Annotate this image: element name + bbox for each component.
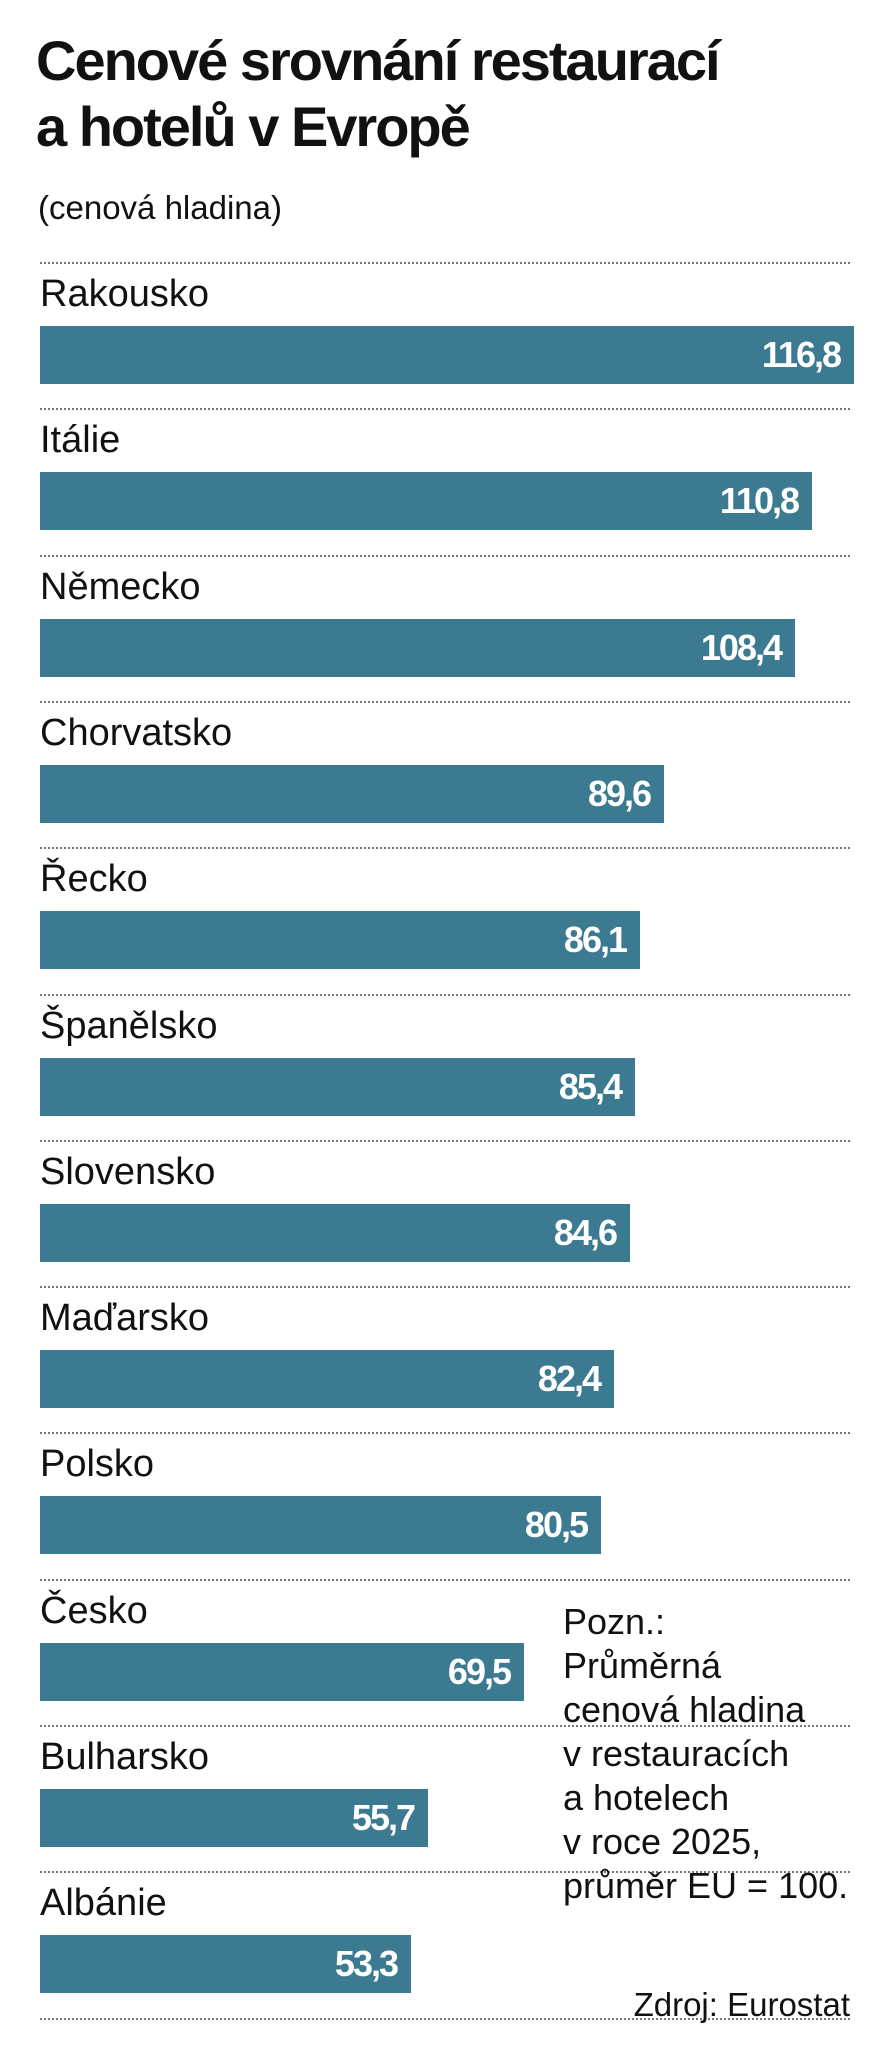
bar xyxy=(40,1350,614,1409)
bar-value-label: 69,5 xyxy=(447,1650,512,1692)
category-label: Albánie xyxy=(40,1882,167,1925)
bar xyxy=(40,618,795,677)
category-label: Slovensko xyxy=(40,1150,216,1193)
note-line: Pozn.: xyxy=(563,1601,666,1642)
bar-value-label: 82,4 xyxy=(537,1358,602,1400)
row-separator xyxy=(40,993,850,996)
category-label: Rakousko xyxy=(40,273,209,315)
bar xyxy=(40,1496,601,1555)
bar-value-label: 55,7 xyxy=(351,1797,416,1838)
category-label: Polsko xyxy=(40,1443,155,1486)
row-separator xyxy=(40,408,850,411)
note-line: a hotelech xyxy=(563,1777,730,1818)
bar xyxy=(40,1789,428,1847)
bar xyxy=(40,326,854,384)
bar-value-label: 53,3 xyxy=(334,1943,399,1985)
bar-value-label: 85,4 xyxy=(558,1065,623,1107)
row-separator xyxy=(40,262,850,264)
note-line: v restauracích xyxy=(563,1733,790,1774)
source-note: Zdroj: Eurostat xyxy=(633,1986,850,2023)
category-label: Itálie xyxy=(40,419,121,462)
row-separator xyxy=(40,1432,850,1435)
bar xyxy=(40,911,640,970)
row-separator xyxy=(40,1286,850,1289)
category-label: Chorvatsko xyxy=(40,711,233,754)
row-separator xyxy=(40,1725,850,1727)
bar-value-label: 116,8 xyxy=(761,334,842,375)
bar xyxy=(40,1935,411,1994)
category-label: Česko xyxy=(40,1589,148,1632)
chart-note: Pozn.: Průměrná cenová hladina v restaur… xyxy=(563,1600,883,1908)
category-label: Německo xyxy=(40,565,201,608)
row-separator xyxy=(40,1139,850,1142)
bar xyxy=(40,472,812,531)
bar xyxy=(40,1203,630,1262)
row-separator xyxy=(40,554,850,557)
row-separator xyxy=(40,700,850,703)
chart-title: Cenové srovnání restaurací a hotelů v Ev… xyxy=(36,28,876,160)
note-line: v roce 2025, xyxy=(563,1821,762,1862)
chart-subtitle: (cenová hladina) xyxy=(38,189,282,226)
note-line: Průměrná xyxy=(563,1645,722,1686)
bar-value-label: 86,1 xyxy=(563,919,628,961)
row-separator xyxy=(40,1871,850,1874)
category-label: Maďarsko xyxy=(40,1297,210,1340)
bar-value-label: 110,8 xyxy=(719,480,800,522)
bar-value-label: 89,6 xyxy=(587,772,652,814)
row-separator xyxy=(40,2017,850,2020)
row-separator xyxy=(40,1578,850,1581)
chart-title-line-1: Cenové srovnání restaurací xyxy=(36,29,721,92)
chart-title-line-2: a hotelů v Evropě xyxy=(36,95,471,158)
note-line: cenová hladina xyxy=(563,1689,806,1730)
bar xyxy=(40,1057,635,1116)
bar-value-label: 108,4 xyxy=(700,626,783,668)
note-line: průměr EU = 100. xyxy=(563,1865,849,1906)
bar-value-label: 84,6 xyxy=(553,1211,618,1253)
row-separator xyxy=(40,847,850,850)
category-label: Řecko xyxy=(40,858,148,901)
category-label: Bulharsko xyxy=(40,1736,209,1778)
bar xyxy=(40,1642,524,1701)
bar xyxy=(40,764,664,823)
bar-value-label: 80,5 xyxy=(524,1504,589,1546)
category-label: Španělsko xyxy=(40,1004,218,1047)
